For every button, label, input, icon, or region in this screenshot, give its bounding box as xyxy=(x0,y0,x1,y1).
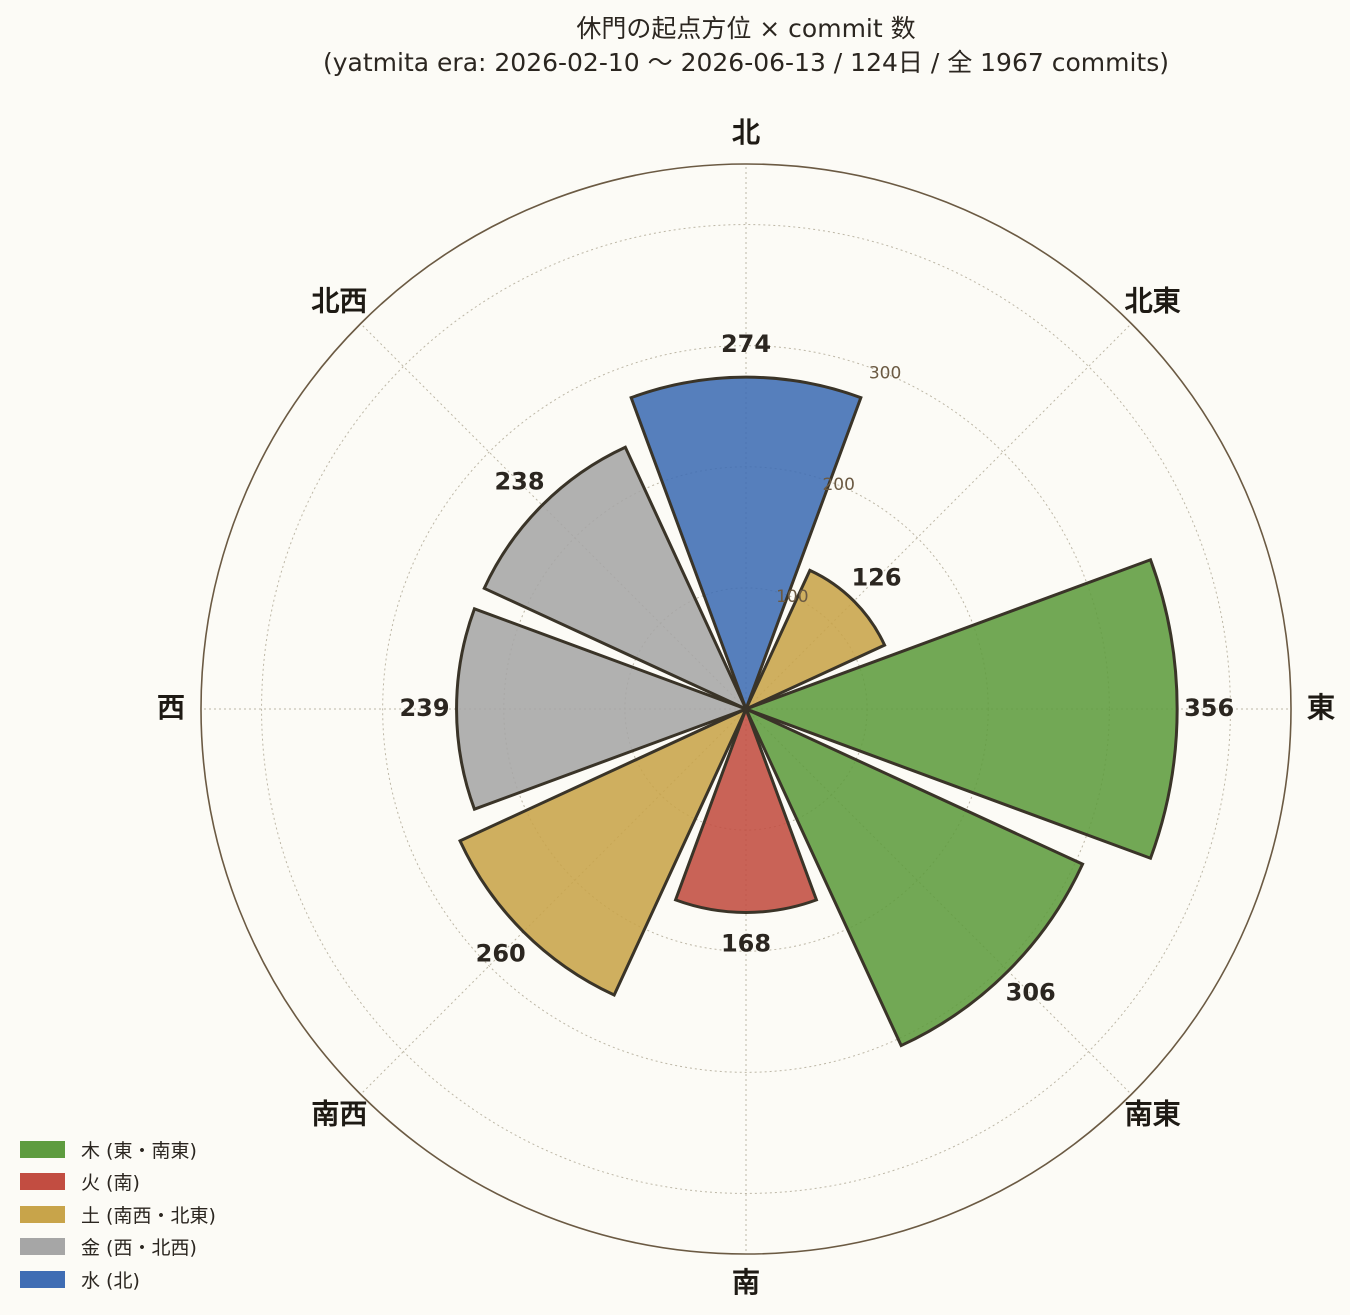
legend: 木 (東・南東) 火 (南) 土 (南西・北東) 金 (西・北西) 水 (北) xyxy=(20,1133,216,1296)
legend-item-metal: 金 (西・北西) xyxy=(20,1231,216,1264)
bar-1 xyxy=(629,375,863,714)
direction-label-3: 東 xyxy=(1307,691,1335,724)
bar-5 xyxy=(673,704,819,914)
legend-item-fire: 火 (南) xyxy=(20,1166,216,1199)
legend-swatch-fire xyxy=(20,1173,65,1191)
bar-7 xyxy=(455,606,751,812)
value-label-4: 306 xyxy=(1006,979,1056,1007)
value-label-6: 260 xyxy=(476,939,526,967)
grid-circle xyxy=(261,224,1231,1194)
direction-label-2: 北東 xyxy=(1125,284,1181,317)
r-tick-label: 300 xyxy=(869,363,901,383)
bar-3 xyxy=(741,557,1179,861)
value-label-8: 238 xyxy=(494,468,544,496)
legend-item-water: 水 (北) xyxy=(20,1263,216,1296)
legend-swatch-water xyxy=(20,1270,65,1288)
direction-label-8: 北西 xyxy=(311,284,367,317)
value-label-7: 239 xyxy=(399,694,449,722)
direction-label-5: 南 xyxy=(732,1266,760,1299)
bar-2 xyxy=(742,568,887,713)
r-tick-label: 200 xyxy=(822,475,854,495)
value-label-3: 356 xyxy=(1184,694,1234,722)
legend-label-fire: 火 (南) xyxy=(81,1172,140,1195)
value-label-2: 126 xyxy=(851,563,901,591)
legend-label-wood: 木 (東・南東) xyxy=(81,1139,197,1162)
legend-label-earth: 土 (南西・北東) xyxy=(81,1204,216,1227)
direction-label-1: 北 xyxy=(732,116,760,149)
legend-item-earth: 土 (南西・北東) xyxy=(20,1198,216,1231)
chart-subtitle: (yatmita era: 2026-02-10 〜 2026-06-13 / … xyxy=(323,48,1169,77)
bar-6 xyxy=(458,705,750,997)
legend-label-water: 水 (北) xyxy=(81,1269,140,1292)
direction-label-6: 南西 xyxy=(311,1098,367,1131)
legend-swatch-metal xyxy=(20,1238,65,1256)
bar-8 xyxy=(482,445,750,713)
direction-label-7: 西 xyxy=(157,691,185,724)
legend-label-metal: 金 (西・北西) xyxy=(81,1237,197,1260)
direction-label-4: 南東 xyxy=(1125,1098,1181,1131)
value-label-5: 168 xyxy=(721,929,771,957)
legend-item-wood: 木 (東・南東) xyxy=(20,1133,216,1166)
r-tick-label: 100 xyxy=(776,587,808,607)
chart-title: 休門の起点方位 × commit 数 xyxy=(576,14,916,43)
legend-swatch-wood xyxy=(20,1140,65,1158)
value-label-1: 274 xyxy=(721,330,771,358)
bar-4 xyxy=(742,705,1085,1048)
legend-swatch-earth xyxy=(20,1205,65,1223)
